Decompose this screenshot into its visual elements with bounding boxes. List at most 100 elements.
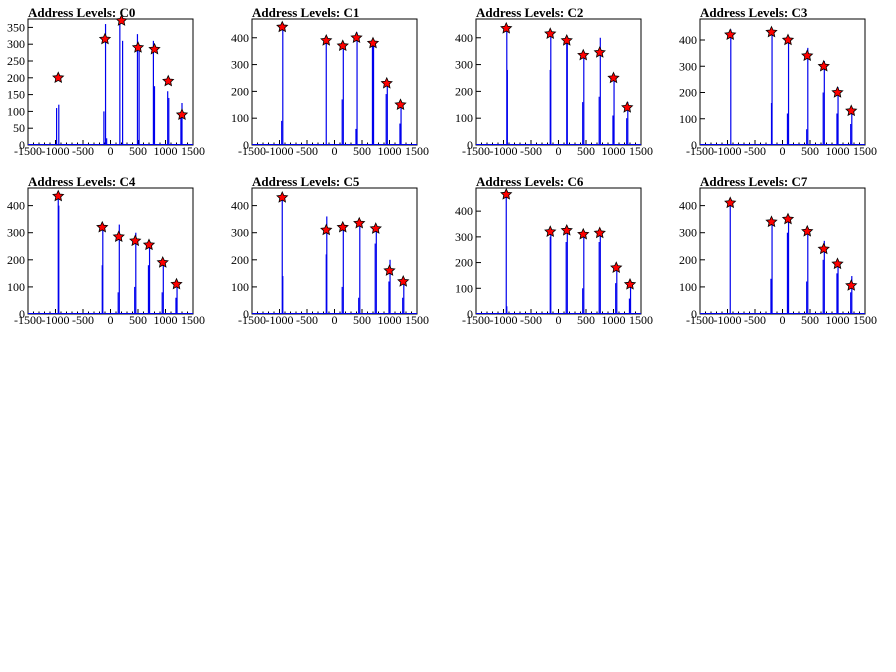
y-tick-label: 350 [7, 20, 25, 34]
y-tick-label: 200 [455, 84, 473, 98]
y-tick-label: 100 [7, 280, 25, 294]
x-tick-label: 0 [332, 144, 338, 158]
x-tick-label: -1500 [238, 313, 266, 327]
x-tick-label: -1500 [14, 144, 42, 158]
histogram-panel: Address Levels: C6-1500 -1000 -500 0 500 1000… [455, 174, 653, 327]
peak-marker [52, 71, 65, 84]
y-tick-label: 100 [231, 111, 249, 125]
panel-title: Address Levels: C0 [28, 5, 135, 20]
peak-marker [112, 230, 125, 243]
peak-marker [577, 48, 590, 61]
y-tick-label: 400 [455, 31, 473, 45]
x-tick-label: -1000 [490, 144, 518, 158]
x-tick-label: 500 [577, 144, 595, 158]
x-tick-label: -1500 [14, 313, 42, 327]
y-tick-label: 400 [679, 199, 697, 213]
peak-marker [724, 196, 737, 209]
x-tick-label: 1500 [853, 144, 877, 158]
x-tick-label: 0 [332, 313, 338, 327]
y-tick-label: 0 [19, 307, 25, 321]
plot-frame [699, 18, 866, 146]
x-tick-label: -500 [520, 313, 542, 327]
y-tick-label: 400 [231, 199, 249, 213]
peak-marker [765, 215, 778, 228]
y-tick-label: 200 [7, 253, 25, 267]
peak-marker [500, 21, 513, 34]
peak-marker [397, 275, 410, 287]
peak-marker [544, 225, 557, 237]
x-tick-label: 1000 [378, 313, 402, 327]
y-tick-label: 400 [679, 33, 697, 47]
panel-title: Address Levels: C3 [700, 5, 808, 20]
x-tick-label: -500 [744, 144, 766, 158]
peak-marker [845, 104, 858, 117]
peak-marker [577, 227, 590, 240]
x-tick-label: 1000 [602, 313, 626, 327]
y-tick-label: 250 [7, 54, 25, 68]
peak-marker [156, 256, 169, 268]
y-tick-label: 300 [231, 58, 249, 72]
y-tick-label: 200 [679, 86, 697, 100]
x-tick-label: -500 [72, 313, 94, 327]
y-tick-label: 0 [243, 307, 249, 321]
y-tick-label: 200 [231, 253, 249, 267]
peak-marker [781, 33, 795, 46]
x-tick-label: 1500 [629, 313, 653, 327]
peak-marker [350, 31, 363, 44]
peak-marker [52, 189, 65, 202]
histogram-panel: Address Levels: C3-1500 -1000 -500 0 500 1000… [679, 5, 877, 158]
x-tick-label: 1000 [154, 144, 178, 158]
x-tick-label: 0 [780, 144, 786, 158]
plot-frame [251, 18, 418, 146]
peak-marker [610, 261, 623, 273]
x-tick-label: -1000 [714, 313, 742, 327]
peak-marker [500, 187, 513, 200]
peak-marker [369, 222, 382, 234]
y-tick-label: 100 [679, 280, 697, 294]
x-tick-label: -1500 [462, 144, 490, 158]
y-tick-label: 200 [679, 253, 697, 267]
peak-marker [623, 277, 637, 290]
x-tick-label: 500 [801, 313, 819, 327]
peak-marker [765, 25, 778, 38]
peak-marker [544, 27, 557, 39]
x-tick-label: -1500 [686, 313, 714, 327]
y-tick-label: 300 [7, 37, 25, 51]
x-tick-label: 500 [801, 144, 819, 158]
peak-marker [175, 108, 189, 120]
peak-marker [621, 100, 634, 113]
x-tick-label: 1500 [853, 313, 877, 327]
plot-frame [27, 187, 194, 315]
peak-marker [817, 242, 830, 255]
peak-marker [162, 74, 175, 87]
y-tick-label: 100 [231, 280, 249, 294]
peak-marker [320, 223, 333, 236]
x-tick-label: -500 [296, 313, 318, 327]
y-tick-label: 0 [691, 307, 697, 321]
x-tick-label: 500 [353, 313, 371, 327]
peak-marker [560, 223, 573, 236]
plot-frame [699, 187, 866, 315]
peak-marker [801, 49, 814, 61]
peak-marker [593, 46, 606, 58]
x-tick-label: 1000 [602, 144, 626, 158]
peak-marker [781, 212, 795, 225]
peak-marker [98, 32, 112, 45]
x-tick-label: -500 [72, 144, 94, 158]
x-tick-label: 1500 [405, 313, 429, 327]
x-tick-label: -1500 [686, 144, 714, 158]
y-tick-label: 0 [691, 138, 697, 152]
peak-marker [148, 42, 161, 55]
peak-marker [380, 76, 393, 89]
panel-title: Address Levels: C1 [252, 5, 359, 20]
x-tick-label: 1500 [181, 144, 205, 158]
peak-marker [817, 59, 830, 72]
y-tick-label: 400 [455, 204, 473, 218]
histogram-panel: Address Levels: C7-1500 -1000 -500 0 500 1000… [679, 174, 877, 327]
y-tick-label: 150 [7, 88, 25, 102]
peak-marker [115, 14, 128, 26]
peak-marker [131, 41, 145, 53]
x-tick-label: -1000 [490, 313, 518, 327]
histogram-panel: Address Levels: C2-1500 -1000 -500 0 500 1000… [455, 5, 653, 158]
